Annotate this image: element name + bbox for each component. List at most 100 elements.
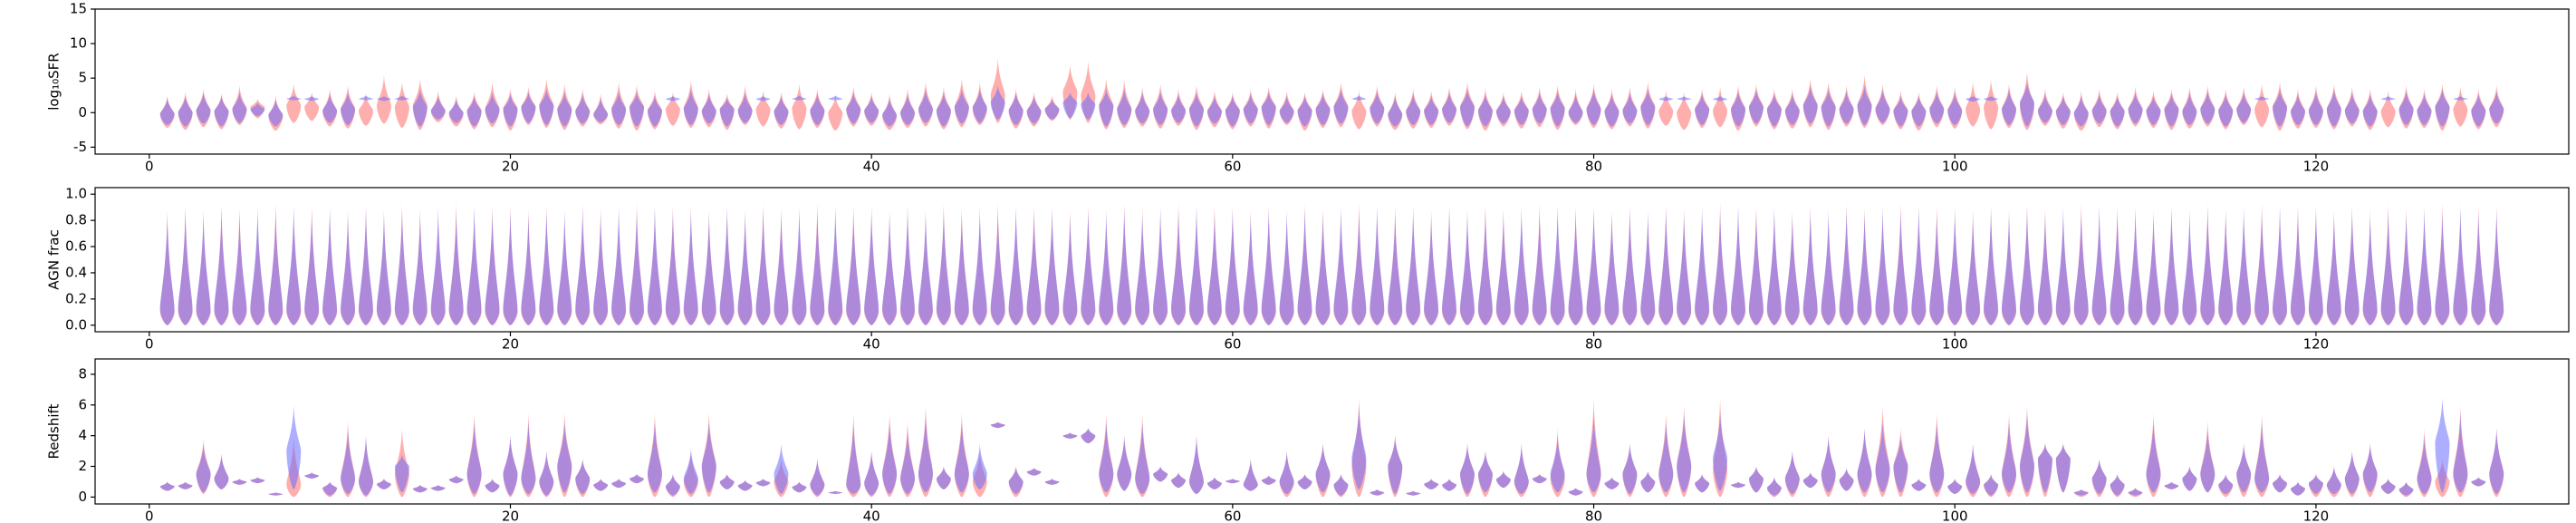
violin bbox=[1658, 90, 1674, 126]
violin bbox=[2164, 92, 2179, 127]
violin bbox=[1984, 79, 1999, 130]
violin bbox=[1766, 92, 1782, 127]
violin bbox=[2110, 95, 2125, 127]
violin bbox=[2019, 412, 2034, 493]
violin bbox=[1044, 479, 1060, 485]
violin bbox=[359, 95, 373, 101]
violin bbox=[2489, 428, 2504, 494]
violin bbox=[466, 420, 482, 494]
violin bbox=[2055, 443, 2071, 493]
violin bbox=[792, 206, 807, 325]
violin bbox=[394, 207, 409, 325]
violin bbox=[900, 428, 916, 494]
x-tick-label: 120 bbox=[2303, 336, 2330, 353]
violin bbox=[1784, 92, 1800, 125]
violin bbox=[1225, 207, 1240, 325]
violin bbox=[2471, 477, 2486, 487]
violin bbox=[430, 484, 446, 491]
violin bbox=[1099, 209, 1114, 325]
violin bbox=[2308, 473, 2323, 494]
violin bbox=[322, 92, 338, 123]
x-tick-label: 120 bbox=[2303, 159, 2330, 175]
violin bbox=[1857, 211, 1872, 325]
y-tick-label: 6 bbox=[78, 396, 87, 412]
x-tick-label: 20 bbox=[502, 159, 519, 175]
violin bbox=[2164, 481, 2179, 489]
violin bbox=[1424, 479, 1439, 489]
violin bbox=[250, 102, 265, 117]
violin bbox=[394, 453, 409, 493]
violin bbox=[1351, 95, 1367, 101]
violin bbox=[2002, 88, 2017, 125]
x-tick-label: 40 bbox=[863, 508, 880, 523]
violin bbox=[2471, 92, 2486, 127]
violin bbox=[593, 97, 609, 122]
violin bbox=[2146, 95, 2161, 125]
violin bbox=[539, 207, 554, 325]
violin bbox=[665, 92, 680, 126]
violin bbox=[1966, 443, 1981, 494]
violin bbox=[1839, 468, 1854, 491]
violin bbox=[701, 420, 716, 493]
violin bbox=[2200, 428, 2216, 493]
violin bbox=[1351, 404, 1367, 489]
violin bbox=[1622, 207, 1638, 325]
violin bbox=[2380, 96, 2396, 101]
violin bbox=[1766, 477, 1782, 496]
violin bbox=[1640, 470, 1656, 493]
violin bbox=[2291, 92, 2305, 125]
violin bbox=[1370, 489, 1385, 496]
violin bbox=[864, 95, 879, 123]
y-tick-label: 5 bbox=[78, 70, 87, 86]
violin bbox=[359, 435, 373, 496]
violin bbox=[846, 92, 861, 124]
violin bbox=[1586, 412, 1601, 493]
violin bbox=[647, 420, 662, 493]
violin bbox=[286, 204, 302, 325]
violin bbox=[1388, 209, 1403, 325]
violin bbox=[1388, 95, 1403, 127]
violin bbox=[2218, 211, 2234, 325]
violin bbox=[1008, 466, 1024, 494]
violin bbox=[1424, 95, 1439, 125]
violin bbox=[828, 95, 843, 101]
violin bbox=[1117, 207, 1132, 325]
violin bbox=[2182, 92, 2197, 125]
axes-frame bbox=[94, 8, 2570, 155]
y-tick-label: 8 bbox=[78, 365, 87, 382]
violin bbox=[2055, 206, 2071, 325]
violin bbox=[2019, 82, 2034, 127]
violin bbox=[1135, 92, 1150, 124]
x-tick-label: 20 bbox=[502, 336, 519, 353]
violin bbox=[683, 207, 698, 325]
violin bbox=[322, 481, 338, 496]
violin bbox=[2308, 90, 2323, 125]
x-tick-label: 100 bbox=[1942, 159, 1968, 175]
violin bbox=[1008, 92, 1024, 125]
violin bbox=[755, 479, 771, 487]
violin bbox=[1766, 207, 1782, 325]
violin bbox=[2380, 207, 2396, 325]
violin bbox=[268, 208, 284, 325]
violin bbox=[2417, 206, 2432, 325]
violin bbox=[2291, 209, 2305, 325]
violin bbox=[1532, 92, 1547, 124]
violin bbox=[810, 208, 825, 325]
violin bbox=[2002, 420, 2017, 493]
violin bbox=[828, 95, 843, 131]
violin bbox=[1640, 209, 1656, 325]
violin bbox=[268, 99, 284, 127]
violin bbox=[1514, 206, 1529, 325]
violin bbox=[1713, 412, 1728, 491]
plot-area bbox=[159, 57, 2504, 131]
violin bbox=[719, 97, 735, 127]
violin bbox=[1081, 92, 1096, 120]
violin bbox=[1984, 473, 1999, 496]
violin bbox=[810, 92, 825, 125]
violin bbox=[1206, 95, 1222, 124]
violin bbox=[2489, 90, 2504, 124]
violin bbox=[1206, 209, 1222, 325]
violin bbox=[665, 209, 680, 325]
violin bbox=[936, 207, 951, 325]
